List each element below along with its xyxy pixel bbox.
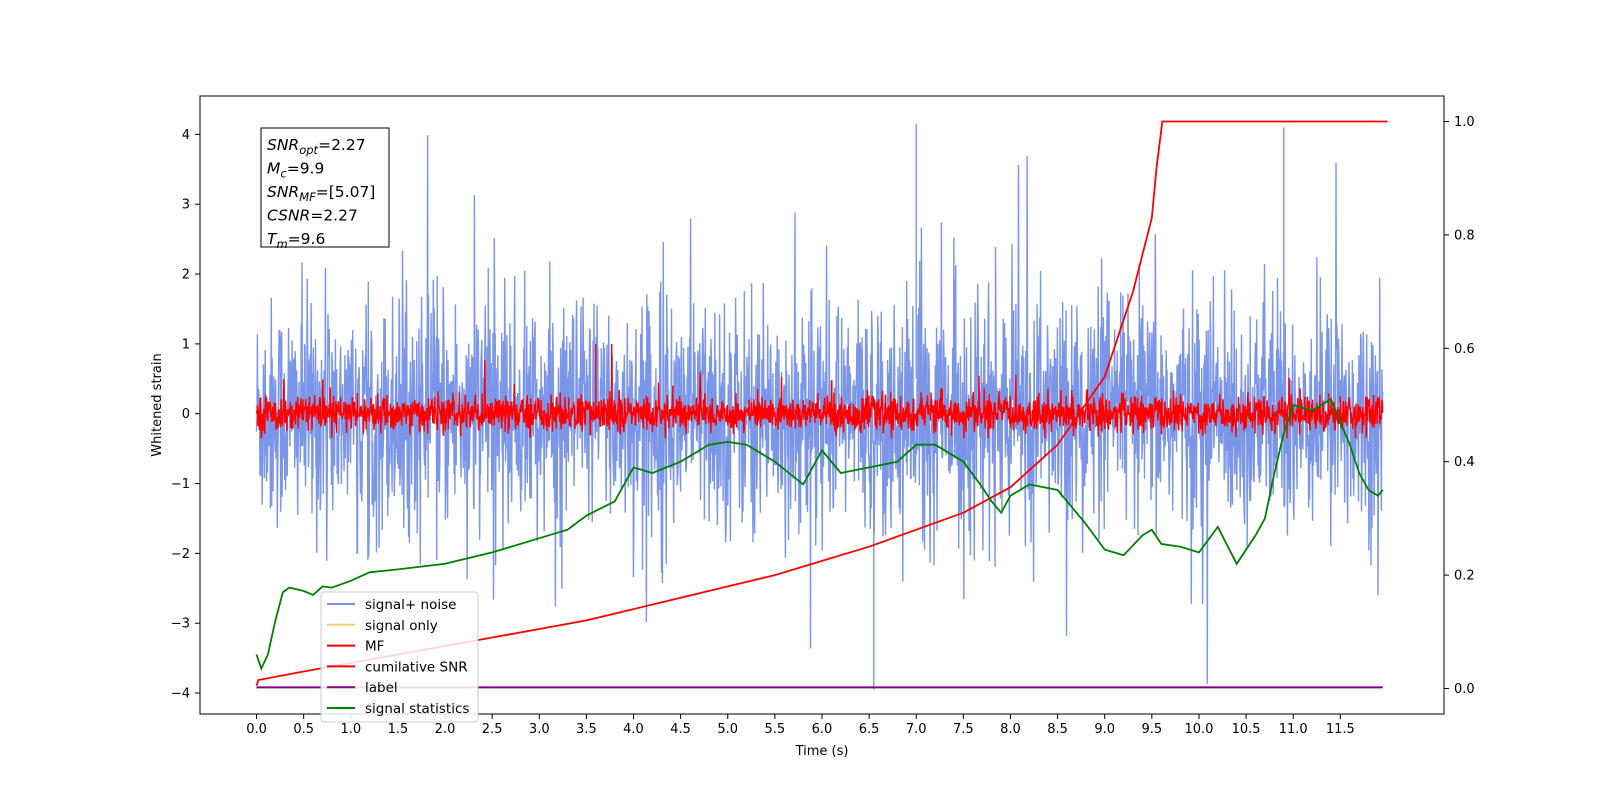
y2-tick-label: 0.0 — [1454, 682, 1475, 697]
annotation-value: =9.9 — [287, 160, 325, 178]
x-tick-label: 9.5 — [1142, 722, 1163, 737]
x-tick-label: 3.5 — [576, 722, 597, 737]
x-tick-label: 10.0 — [1184, 722, 1213, 737]
x-tick-label: 0.5 — [293, 722, 314, 737]
x-axis: 0.0 0.5 1.0 1.5 2.0 2.5 3.0 3.5 4.0 4.5 5.0 5.5 6.0 6… — [246, 714, 1355, 737]
y-tick-label: 1 — [182, 337, 190, 352]
annotation-value: =[5.07] — [316, 183, 376, 201]
y2-axis-right: 1.0 0.8 0.6 0.4 0.2 0.0 — [1444, 115, 1475, 697]
annotation-subscript: c — [280, 167, 287, 181]
legend: signal+ noise signal only MF cumilative SNR… — [320, 591, 479, 723]
annotation-subscript: MF — [299, 190, 316, 204]
y-tick-label: 3 — [182, 198, 190, 213]
series-line-signal-statistics — [255, 397, 1384, 672]
annotation-value: =2.27 — [318, 136, 366, 154]
x-tick-label: 2.5 — [482, 722, 503, 737]
annotation-symbol: SNR — [267, 136, 299, 154]
x-tick-label: 6.0 — [812, 722, 833, 737]
x-axis-label: Time (s) — [795, 744, 849, 759]
annotation-line: Mc=9.9 — [267, 160, 324, 181]
legend-label: signal+ noise — [365, 597, 456, 613]
annotation-line: SNRMF=[5.07] — [267, 183, 375, 204]
annotation-line: CSNR=2.27 — [267, 207, 358, 225]
y-tick-label: −4 — [171, 687, 190, 702]
annotation-box-frame — [260, 127, 390, 248]
legend-frame — [320, 591, 479, 723]
x-tick-label: 5.5 — [765, 722, 786, 737]
y-tick-label: −2 — [171, 547, 190, 562]
annotation-symbol: SNR — [267, 183, 299, 201]
legend-label: label — [365, 680, 398, 696]
x-tick-label: 4.0 — [623, 722, 644, 737]
y2-tick-label: 0.4 — [1454, 455, 1475, 470]
series-line-mf — [255, 343, 1384, 439]
x-tick-label: 3.0 — [529, 722, 550, 737]
x-tick-label: 8.5 — [1047, 722, 1068, 737]
x-tick-label: 9.0 — [1094, 722, 1115, 737]
y-axis-label: Whitened strain — [150, 353, 165, 456]
y2-tick-label: 1.0 — [1454, 115, 1475, 130]
y2-tick-label: 0.2 — [1454, 569, 1475, 584]
annotation-line: SNRopt=2.27 — [267, 136, 366, 157]
x-tick-label: 10.5 — [1232, 722, 1261, 737]
annotation-subscript: m — [276, 237, 287, 251]
x-tick-label: 8.0 — [1000, 722, 1021, 737]
series-line-signal-noise — [255, 123, 1384, 690]
annotation-value: =9.6 — [288, 230, 326, 248]
annotation-symbol: CSNR — [267, 207, 310, 225]
x-tick-label: 7.5 — [953, 722, 974, 737]
x-tick-label: 11.5 — [1326, 722, 1355, 737]
x-tick-label: 2.0 — [435, 722, 456, 737]
x-tick-label: 1.5 — [388, 722, 409, 737]
y-axis: 4 3 2 1 0 −1 −2 −3 −4 — [171, 128, 200, 702]
x-tick-label: 5.0 — [717, 722, 738, 737]
annotation-line: Tm=9.6 — [267, 230, 325, 251]
x-tick-label: 1.0 — [340, 722, 361, 737]
y-tick-label: −3 — [171, 617, 190, 632]
legend-label: signal only — [365, 618, 438, 634]
y2-tick-label: 0.8 — [1454, 228, 1475, 243]
x-tick-label: 4.5 — [670, 722, 691, 737]
y-tick-label: 2 — [182, 268, 190, 283]
x-tick-label: 6.5 — [859, 722, 880, 737]
y2-tick-label: 0.6 — [1454, 342, 1475, 357]
legend-label: cumilative SNR — [365, 659, 468, 675]
legend-label: signal statistics — [365, 701, 469, 717]
y-tick-label: −1 — [171, 477, 190, 492]
annotation-symbol: M — [267, 160, 280, 178]
annotation-box: SNRopt=2.27Mc=9.9SNRMF=[5.07]CSNR=2.27Tm… — [260, 127, 390, 251]
x-tick-label: 7.0 — [906, 722, 927, 737]
x-tick-label: 0.0 — [246, 722, 267, 737]
y-tick-label: 4 — [182, 128, 190, 143]
annotation-subscript: opt — [299, 143, 318, 157]
x-tick-label: 11.0 — [1279, 722, 1308, 737]
annotation-symbol: T — [267, 230, 278, 248]
legend-label: MF — [365, 639, 384, 655]
annotation-value: =2.27 — [310, 207, 358, 225]
y-tick-label: 0 — [182, 407, 190, 422]
